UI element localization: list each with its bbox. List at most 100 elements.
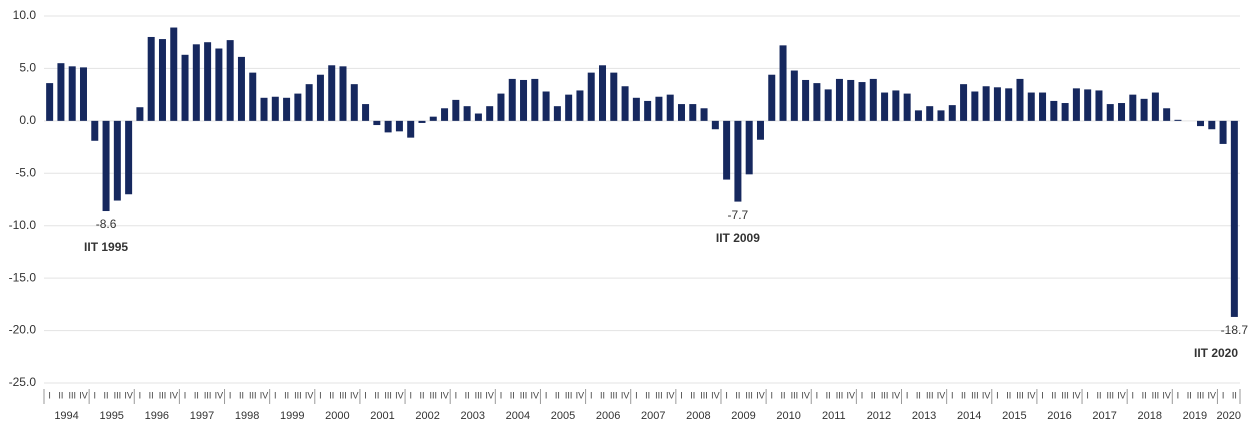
x-tick-label: I [590, 390, 593, 400]
x-tick-label: II [781, 390, 786, 400]
x-tick-label: III [339, 390, 347, 400]
bar [926, 106, 934, 121]
x-tick-label: II [826, 390, 831, 400]
bar [1005, 88, 1013, 121]
year-label: 2006 [596, 410, 620, 422]
bar [249, 72, 257, 121]
x-tick-label: I [500, 390, 503, 400]
bar [1140, 98, 1148, 121]
bar [1039, 92, 1047, 121]
x-tick-label: III [1152, 390, 1160, 400]
bar [486, 106, 494, 121]
x-tick-label: I [1132, 390, 1135, 400]
annotation: IIT 1995 [84, 240, 128, 254]
x-tick-label: I [770, 390, 773, 400]
x-tick-label: IV [440, 390, 449, 400]
bar [113, 120, 121, 201]
data-label: -7.7 [728, 208, 749, 222]
bar [1208, 120, 1216, 130]
bar [734, 120, 742, 202]
year-label: 2005 [551, 410, 575, 422]
y-tick-label: 0.0 [19, 113, 36, 127]
x-tick-label: II [58, 390, 63, 400]
bar [1027, 92, 1035, 121]
x-tick-label: I [861, 390, 864, 400]
year-label: 2012 [867, 410, 891, 422]
bar [1219, 120, 1227, 144]
x-tick-label: III [836, 390, 844, 400]
x-tick-label: II [871, 390, 876, 400]
bar [350, 84, 358, 121]
x-tick-label: IV [485, 390, 494, 400]
bar [1084, 89, 1092, 121]
x-tick-label: IV [305, 390, 314, 400]
bar [971, 91, 979, 121]
year-label: 1999 [280, 410, 304, 422]
bar [599, 65, 607, 121]
bar [553, 106, 561, 121]
bar [644, 100, 652, 121]
bar [1095, 90, 1103, 121]
x-tick-label: I [951, 390, 954, 400]
x-tick-label: IV [124, 390, 133, 400]
bar [362, 104, 370, 121]
x-tick-label: I [409, 390, 412, 400]
x-tick-label: IV [937, 390, 946, 400]
year-label: 1997 [190, 410, 214, 422]
x-tick-label: II [555, 390, 560, 400]
x-tick-label: II [104, 390, 109, 400]
y-tick-label: -25.0 [9, 375, 37, 389]
bar [57, 63, 65, 121]
bar [531, 78, 539, 121]
x-tick-label: I [906, 390, 909, 400]
x-tick-label: I [1222, 390, 1225, 400]
bar [215, 48, 223, 121]
bar [441, 108, 449, 121]
x-tick-label: I [816, 390, 819, 400]
x-tick-label: III [1106, 390, 1114, 400]
y-tick-label: -10.0 [9, 218, 37, 232]
year-label: 2018 [1137, 410, 1161, 422]
bar [1163, 108, 1171, 121]
bar [204, 42, 212, 121]
x-tick-label: II [149, 390, 154, 400]
x-tick-label: IV [801, 390, 810, 400]
year-label: 2002 [415, 410, 439, 422]
x-tick-label: III [475, 390, 483, 400]
bar [655, 96, 663, 121]
x-tick-label: IV [892, 390, 901, 400]
y-tick-label: -5.0 [15, 165, 36, 179]
bar [271, 96, 279, 121]
bar [587, 72, 595, 121]
year-label: 1994 [54, 410, 78, 422]
bar [452, 99, 460, 121]
bar [407, 120, 415, 138]
bar [723, 120, 731, 180]
bar [226, 40, 234, 121]
x-tick-label: IV [531, 390, 540, 400]
bar [181, 54, 189, 121]
x-tick-label: I [1041, 390, 1044, 400]
year-label: 2014 [957, 410, 981, 422]
x-tick-label: II [374, 390, 379, 400]
x-tick-label: II [1051, 390, 1056, 400]
x-tick-label: II [916, 390, 921, 400]
bar [610, 72, 618, 121]
bar [960, 84, 968, 121]
bar [91, 120, 99, 141]
bar [621, 86, 629, 121]
bar [418, 120, 426, 123]
bar [858, 82, 866, 121]
bar [542, 91, 550, 121]
bar [1061, 103, 1069, 121]
x-tick-label: II [419, 390, 424, 400]
bar [283, 97, 291, 121]
bar [237, 56, 245, 121]
x-tick-label: III [249, 390, 257, 400]
x-tick-label: III [926, 390, 934, 400]
x-tick-label: II [329, 390, 334, 400]
bar [689, 104, 697, 121]
x-tick-label: II [1096, 390, 1101, 400]
year-label: 1996 [145, 410, 169, 422]
x-tick-label: II [194, 390, 199, 400]
